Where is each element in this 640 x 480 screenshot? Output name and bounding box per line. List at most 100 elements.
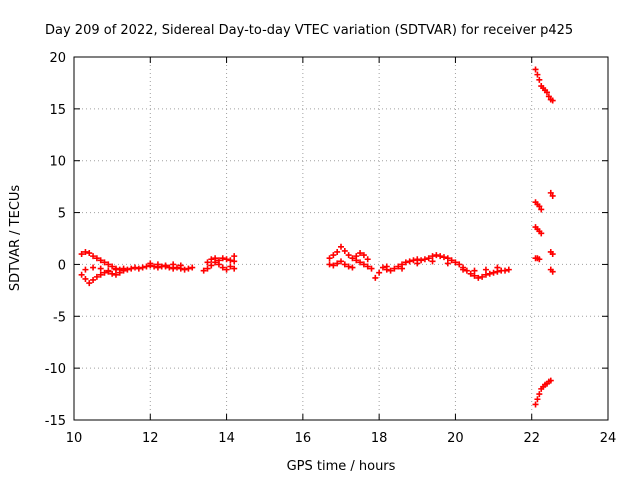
data-point (185, 265, 192, 272)
data-point (208, 262, 215, 269)
data-point (406, 258, 413, 265)
data-point (334, 260, 341, 267)
plot-frame (73, 56, 609, 421)
x-axis-label: GPS time / hours (287, 459, 396, 474)
data-point (330, 262, 337, 269)
data-point (101, 259, 108, 266)
y-tick-label: -15 (45, 414, 66, 429)
data-point (425, 255, 432, 262)
data-point (93, 255, 100, 262)
data-point (421, 256, 428, 263)
y-tick-label: 5 (58, 207, 66, 222)
data-point (460, 266, 467, 273)
data-point (490, 269, 497, 276)
data-point (538, 206, 545, 213)
data-point (128, 265, 135, 272)
data-point (109, 263, 116, 270)
y-tick-label: 10 (49, 155, 66, 170)
data-point (90, 264, 97, 271)
data-point (334, 248, 341, 255)
data-point (82, 275, 89, 282)
data-point (383, 263, 390, 270)
data-point (437, 253, 444, 260)
data-point (364, 256, 371, 263)
data-point (97, 265, 104, 272)
data-point (208, 256, 215, 263)
data-point (78, 251, 85, 258)
data-point (120, 265, 127, 272)
data-point (90, 276, 97, 283)
data-point (418, 257, 425, 264)
y-tick-label: -5 (53, 310, 66, 325)
data-point (109, 270, 116, 277)
data-point (379, 264, 386, 271)
data-point (162, 262, 169, 269)
data-point (433, 252, 440, 259)
data-point (357, 259, 364, 266)
data-point (536, 391, 543, 398)
data-point (547, 189, 554, 196)
data-point (219, 255, 226, 262)
data-point (345, 252, 352, 259)
data-point (124, 266, 131, 273)
data-point (353, 253, 360, 260)
data-point (429, 253, 436, 260)
data-point (479, 273, 486, 280)
data-points (78, 66, 556, 408)
data-point (538, 230, 545, 237)
data-point (223, 256, 230, 263)
chart-title: Day 209 of 2022, Sidereal Day-to-day VTE… (45, 23, 573, 38)
data-point (78, 271, 85, 278)
data-point (536, 76, 543, 83)
data-point (545, 93, 552, 100)
data-point (215, 261, 222, 268)
data-point (482, 266, 489, 273)
data-point (97, 271, 104, 278)
data-point (151, 263, 158, 270)
x-tick-label: 14 (218, 431, 235, 446)
data-point (505, 266, 512, 273)
data-point (402, 259, 409, 266)
data-point (105, 261, 112, 268)
data-point (410, 257, 417, 264)
data-point (349, 264, 356, 271)
data-point (143, 263, 150, 270)
x-tick-label: 12 (142, 431, 159, 446)
data-point (429, 258, 436, 265)
data-point (494, 264, 501, 271)
data-point (456, 261, 463, 268)
data-point (360, 261, 367, 268)
data-point (534, 71, 541, 78)
data-point (204, 265, 211, 272)
data-point (502, 267, 509, 274)
data-point (549, 97, 556, 104)
data-point (444, 260, 451, 267)
data-point (223, 266, 230, 273)
y-tick-label: -10 (45, 362, 66, 377)
data-point (471, 272, 478, 279)
data-point (105, 267, 112, 274)
data-point (360, 252, 367, 259)
data-point (399, 265, 406, 272)
data-point (444, 255, 451, 262)
data-point (547, 377, 554, 384)
data-point (227, 257, 234, 264)
data-point (482, 271, 489, 278)
data-point (212, 255, 219, 262)
data-point (368, 265, 375, 272)
data-point (231, 258, 238, 265)
x-tick-label: 20 (447, 431, 464, 446)
data-point (154, 261, 161, 268)
data-point (549, 268, 556, 275)
data-point (189, 264, 196, 271)
data-point (364, 263, 371, 270)
data-point (391, 265, 398, 272)
data-point (532, 401, 539, 408)
data-point (372, 274, 379, 281)
data-point (338, 258, 344, 265)
data-point (101, 269, 108, 276)
data-point (341, 247, 348, 254)
data-point (475, 274, 482, 281)
data-point (112, 271, 119, 278)
data-point (82, 248, 89, 255)
